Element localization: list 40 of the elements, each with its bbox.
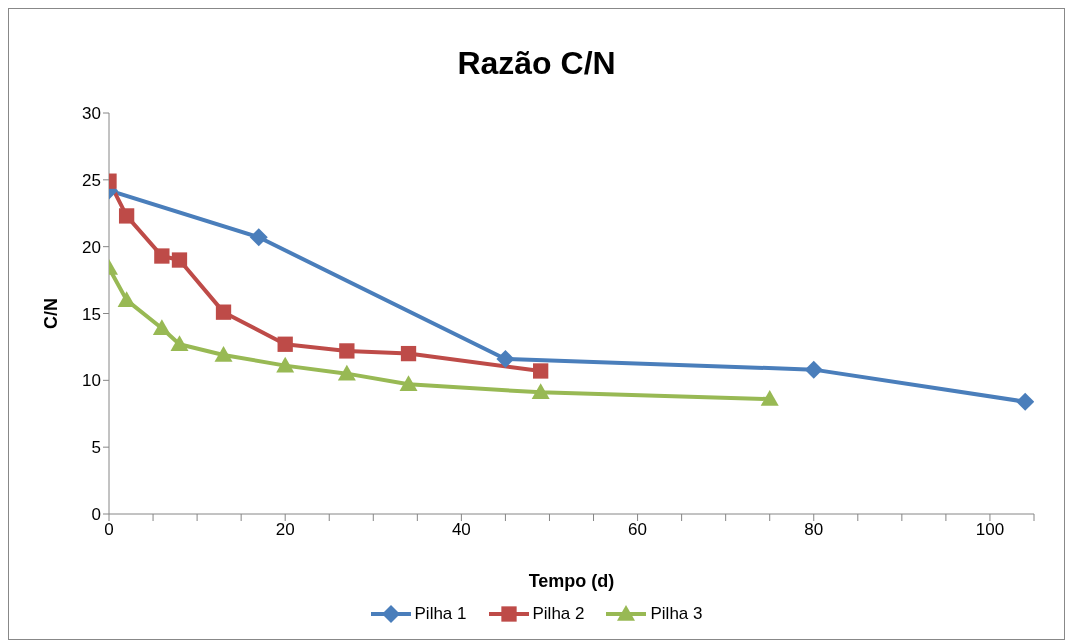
legend-label: Pilha 2 [531, 604, 585, 624]
y-tick-label: 30 [82, 104, 101, 124]
point [760, 390, 779, 406]
y-tick-label: 25 [82, 170, 101, 190]
x-tick-label: 80 [804, 520, 824, 540]
y-tick-label: 10 [82, 371, 101, 391]
x-tick-label: 20 [275, 520, 295, 540]
y-tick-label: 15 [82, 304, 101, 324]
y-tick-label: 20 [82, 237, 101, 257]
point [152, 319, 171, 335]
point [171, 252, 188, 268]
x-tick-label: 60 [628, 520, 648, 540]
point [804, 360, 823, 379]
legend-label: Pilha 1 [413, 604, 467, 624]
point [399, 375, 418, 392]
point [276, 356, 295, 373]
x-tick-label: 40 [451, 520, 471, 540]
point [496, 349, 515, 368]
point [154, 248, 170, 264]
point [214, 345, 233, 362]
y-axis-title: C/N [41, 298, 62, 329]
point [533, 363, 549, 379]
point [400, 345, 417, 362]
x-tick-label: 100 [975, 520, 1005, 540]
point [337, 364, 356, 381]
point [117, 291, 136, 307]
point [215, 304, 232, 320]
point [277, 336, 293, 352]
y-tick-label: 0 [91, 505, 101, 525]
legend-label: Pilha 3 [649, 604, 703, 624]
y-tick-label: 5 [91, 438, 101, 458]
point [1016, 392, 1034, 411]
point [339, 343, 355, 359]
point [531, 383, 550, 400]
x-axis-title: Tempo (d) [528, 570, 615, 591]
point [170, 335, 189, 351]
point [118, 208, 135, 224]
x-tick-label: 0 [104, 520, 114, 540]
chart-title: Razão C/N [456, 45, 617, 82]
point [249, 228, 268, 247]
